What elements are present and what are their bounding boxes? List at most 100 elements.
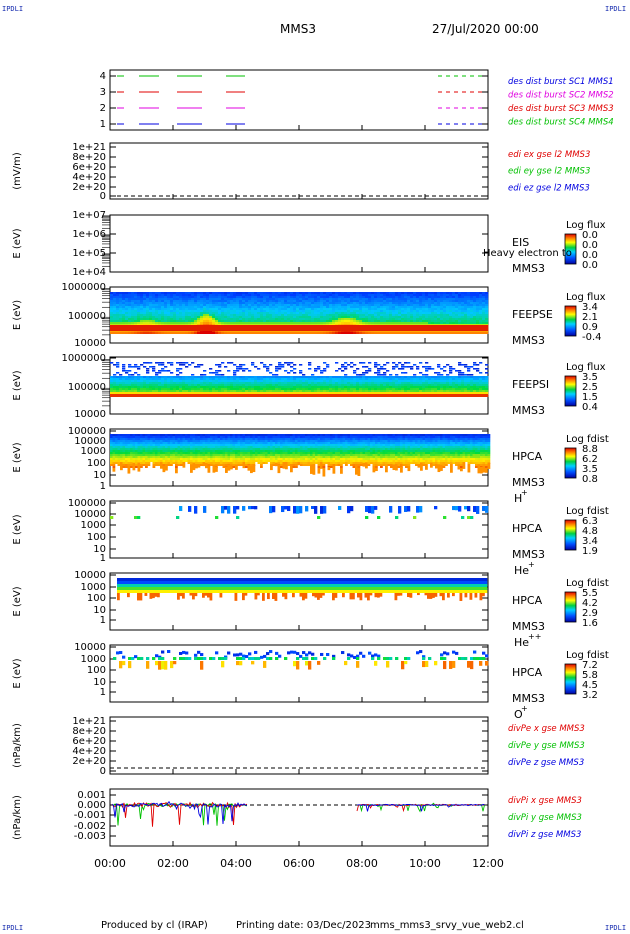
feepse-panel-cell bbox=[119, 322, 123, 324]
feepse-panel-cell bbox=[479, 292, 483, 294]
feepsi-panel-cell bbox=[149, 378, 153, 380]
feepse-panel-cell bbox=[404, 312, 408, 314]
feepse-panel-cell bbox=[299, 332, 303, 334]
feepse-panel-cell bbox=[110, 310, 114, 312]
feepsi-panel-cell bbox=[287, 378, 291, 380]
eis-panel-colorbar-ramp bbox=[564, 233, 577, 265]
feepse-panel-cell bbox=[317, 304, 321, 306]
feepse-panel-cell bbox=[422, 308, 426, 310]
feepse-panel-cell bbox=[158, 304, 162, 306]
feepsi-panel-cell bbox=[314, 378, 318, 380]
feepsi-panel-cell bbox=[209, 384, 213, 386]
hpca-h-panel-cell bbox=[110, 464, 113, 466]
feepse-panel-cell bbox=[452, 320, 456, 322]
feepsi-panel-cell bbox=[221, 384, 225, 386]
feepsi-panel-cell bbox=[386, 388, 390, 390]
feepse-panel-cell bbox=[344, 304, 348, 306]
corner-label-tr: IPDLI bbox=[605, 5, 627, 13]
feepse-panel-cell bbox=[422, 294, 426, 296]
feepsi-panel-cell bbox=[248, 394, 252, 397]
feepse-panel-cell bbox=[257, 322, 261, 324]
feepse-panel-cell bbox=[293, 316, 297, 318]
hpca-h-panel-cell bbox=[127, 438, 131, 440]
feepse-panel-cell bbox=[314, 292, 318, 294]
feepse-panel-cell bbox=[197, 318, 201, 320]
feepse-panel-cell bbox=[215, 322, 219, 324]
feepsi-panel-cell bbox=[350, 388, 354, 390]
feepsi-panel-cell bbox=[443, 382, 447, 384]
feepse-panel-cell bbox=[359, 306, 363, 308]
feepse-panel-cell bbox=[176, 298, 180, 300]
feepse-panel-cell bbox=[134, 314, 138, 316]
feepsi-panel-cell bbox=[359, 378, 363, 380]
eis-panel-ylabel: E (eV) bbox=[12, 228, 23, 258]
feepsi-panel-cell bbox=[248, 384, 252, 386]
feepsi-panel-cell bbox=[353, 380, 357, 382]
feepsi-panel-cell bbox=[380, 392, 384, 395]
feepse-panel-cell bbox=[224, 314, 228, 316]
feepsi-panel-cell bbox=[143, 388, 147, 390]
feepsi-panel-cell bbox=[374, 392, 378, 395]
feepsi-panel-cell bbox=[416, 388, 420, 390]
feepse-panel-cell bbox=[278, 318, 282, 320]
feepse-panel-cell bbox=[260, 312, 264, 314]
feepse-panel-cell bbox=[233, 304, 237, 306]
feepse-panel-cell bbox=[434, 310, 438, 312]
feepse-panel-cell bbox=[125, 308, 129, 310]
feepsi-panel-cell bbox=[110, 384, 114, 386]
feepse-panel-cell bbox=[206, 308, 210, 310]
feepse-panel-cell bbox=[404, 320, 408, 322]
feepse-panel-cell bbox=[458, 322, 462, 324]
hpca-h-panel-cell bbox=[112, 444, 116, 446]
hpca-h-panel-cell bbox=[125, 452, 128, 454]
feepsi-panel-cell bbox=[149, 394, 153, 397]
feepse-panel-cell bbox=[278, 302, 282, 304]
feepsi-panel-cell bbox=[137, 376, 141, 378]
feepse-panel-cell bbox=[374, 332, 378, 334]
feepse-panel-cell bbox=[248, 318, 252, 320]
feepse-panel-cell bbox=[287, 304, 291, 306]
feepse-panel-cell bbox=[485, 320, 489, 322]
feepse-panel-cell bbox=[413, 306, 417, 308]
feepse-panel-cell bbox=[386, 320, 390, 322]
feepse-panel-cell bbox=[302, 298, 306, 300]
feepsi-panel-cell bbox=[167, 362, 171, 364]
feepsi-panel-cell bbox=[392, 394, 396, 397]
feepse-panel-cell bbox=[221, 314, 225, 316]
feepse-panel-cell bbox=[248, 322, 252, 324]
feepse-panel-cell bbox=[209, 332, 213, 334]
feepse-panel-cell bbox=[371, 322, 375, 324]
feepsi-panel-cell bbox=[245, 386, 249, 388]
feepse-panel-cell bbox=[230, 314, 234, 316]
hpca-h-panel-mission-label: MMS3 bbox=[512, 476, 545, 489]
feepse-panel-cell bbox=[122, 320, 126, 322]
feepse-panel-colorbar-ramp bbox=[564, 305, 577, 337]
feepsi-panel-cell bbox=[254, 366, 258, 368]
feepsi-panel-cell bbox=[362, 394, 366, 397]
feepsi-panel-cell bbox=[401, 366, 405, 368]
feepsi-panel-cell bbox=[185, 380, 189, 382]
feepsi-panel-cell bbox=[299, 382, 303, 384]
feepsi-panel-cell bbox=[320, 370, 324, 372]
feepse-panel-cell bbox=[278, 308, 282, 310]
feepsi-panel-cell bbox=[119, 380, 123, 382]
feepsi-panel-cell bbox=[257, 382, 261, 384]
feepsi-panel-cell bbox=[176, 380, 180, 382]
hpca-h-panel-cell bbox=[130, 458, 133, 460]
feepsi-panel-cell bbox=[338, 392, 342, 395]
feepse-panel-cell bbox=[113, 332, 117, 334]
feepsi-panel-cell bbox=[143, 362, 147, 364]
feepse-panel-cell bbox=[149, 294, 153, 296]
feepse-panel-cell bbox=[392, 304, 396, 306]
feepsi-panel-cell bbox=[368, 370, 372, 372]
feepsi-panel-cell bbox=[275, 376, 279, 378]
feepsi-panel-cell bbox=[443, 390, 447, 392]
feepse-panel-cell bbox=[431, 316, 435, 318]
feepse-panel-cell bbox=[347, 304, 351, 306]
feepsi-panel-cell bbox=[152, 394, 156, 397]
feepsi-panel-cell bbox=[392, 384, 396, 386]
feepse-panel-cell bbox=[152, 296, 156, 298]
feepse-panel-cell bbox=[335, 332, 339, 334]
feepse-panel-cell bbox=[170, 310, 174, 312]
